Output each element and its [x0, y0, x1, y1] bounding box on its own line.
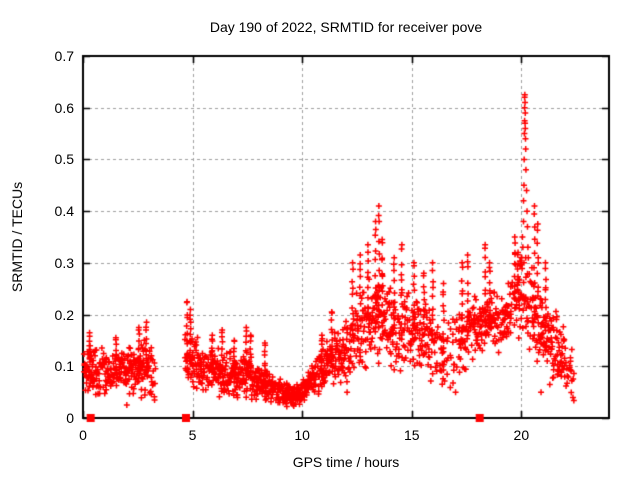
y-tick-label: 0.1	[54, 358, 74, 375]
x-tick-label: 5	[188, 427, 197, 443]
y-tick-label: 0.7	[54, 48, 74, 64]
y-tick-label: 0.2	[54, 306, 74, 323]
y-tick-label: 0.3	[54, 254, 74, 271]
y-tick-label: 0.5	[54, 151, 74, 168]
chart-title: Day 190 of 2022, SRMTID for receiver pov…	[209, 19, 483, 35]
y-axis-label: SRMTID / TECUs	[9, 181, 25, 293]
y-tick-label: 0	[66, 410, 74, 426]
x-tick-label: 20	[513, 427, 530, 443]
y-tick-label: 0.4	[54, 203, 74, 220]
x-tick-label: 10	[294, 427, 310, 443]
x-tick-label: 15	[403, 427, 420, 443]
x-axis-label: GPS time / hours	[292, 454, 400, 470]
x-tick-label: 0	[79, 427, 87, 443]
y-tick-label: 0.6	[54, 99, 74, 116]
